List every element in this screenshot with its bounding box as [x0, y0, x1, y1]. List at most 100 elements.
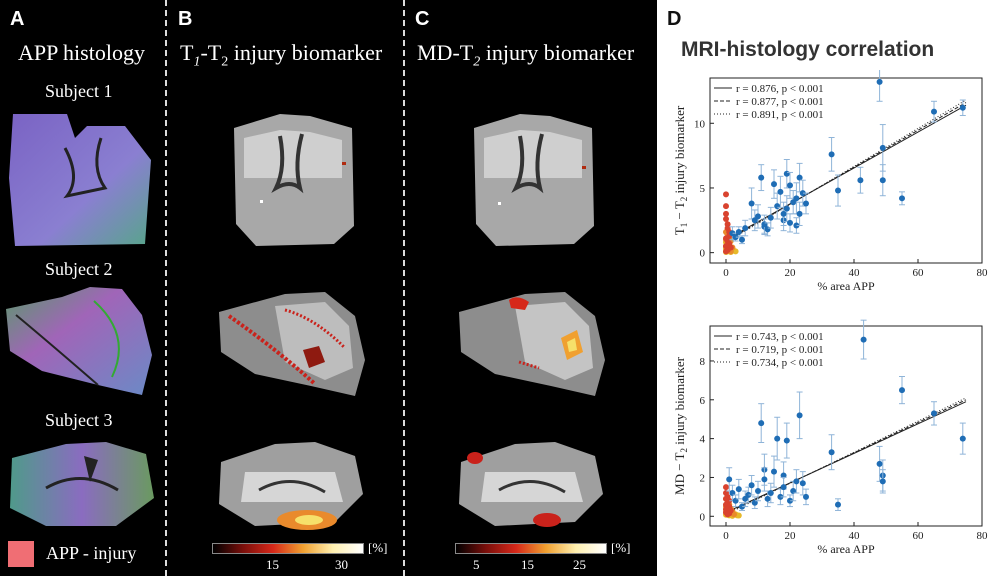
subject-1-label: Subject 1	[45, 81, 113, 101]
c2-x-tick-label: 80	[977, 530, 989, 542]
c1-x-tick-label: 40	[849, 267, 861, 279]
c1-red-point	[723, 191, 729, 198]
c2-blue-point	[787, 497, 793, 504]
panel-c-title: MD-T2 injury biomarker	[417, 40, 635, 70]
c1-blue-point	[742, 225, 749, 232]
c2-blue-point	[764, 495, 771, 502]
panel-letter-d: D	[667, 8, 682, 30]
c1-y-tick-label: 5	[700, 183, 706, 195]
c1-blue-point	[783, 170, 790, 177]
scatter-chart-t1t2: 0 20 40 60 80 0 5 10 % area APP T1 − T2 injury bi…	[672, 70, 988, 293]
c2-blue-point	[860, 336, 867, 343]
c1-blue-point	[787, 182, 793, 189]
c1-blue-point	[803, 200, 809, 207]
c1-legend-entry: r = 0.877, p < 0.001	[736, 96, 824, 108]
c1-blue-point	[783, 205, 790, 212]
c1-blue-point	[796, 210, 803, 217]
c2-x-tick-label: 20	[785, 530, 797, 542]
colorbar-b-tick-30: 30	[335, 557, 348, 572]
c1-blue-point	[931, 108, 937, 115]
colorbar-b-unit: [%]	[368, 540, 388, 555]
c2-blue-point	[739, 503, 745, 510]
c2-blue-point	[959, 435, 966, 442]
c1-blue-point	[748, 200, 755, 207]
c1-blue-point	[857, 177, 864, 184]
c2-y-tick-label: 4	[700, 434, 706, 446]
c1-red-point	[723, 203, 729, 210]
c2-blue-point	[828, 449, 835, 456]
mri-t1t2-subject-3	[219, 442, 363, 530]
panel-letter-a: A	[10, 8, 25, 30]
c1-blue-point	[761, 221, 768, 228]
scatter-chart-mdt2: 0 20 40 60 80 0 2 4 6 8 % area APP MD − T2 injury b…	[672, 319, 989, 556]
mri-t1t2-subject-1	[234, 114, 354, 246]
c2-blue-point	[774, 435, 781, 442]
c2-x-tick-label: 0	[723, 530, 729, 542]
colorbar-c-tick-25: 25	[573, 557, 586, 572]
c2-red-point	[723, 484, 729, 491]
colorbar-b-tick-15: 15	[266, 557, 279, 572]
panel-b-title: T1-T2 injury biomarker	[180, 40, 383, 70]
c1-blue-point	[764, 226, 771, 233]
c1-red-point	[723, 248, 729, 255]
c2-blue-point	[726, 476, 733, 483]
c2-x-tick-label: 40	[849, 530, 861, 542]
colorbar-c-tick-5: 5	[473, 557, 480, 572]
c1-blue-point	[777, 188, 784, 195]
c2-blue-point	[777, 493, 784, 500]
c2-yellow-point	[735, 512, 742, 519]
c2-blue-point	[803, 493, 809, 500]
c2-x-tick-label: 60	[913, 530, 925, 542]
c2-legend-entry: r = 0.743, p < 0.001	[736, 331, 824, 343]
c2-blue-point	[761, 476, 768, 483]
c2-red-point	[724, 511, 731, 518]
c1-blue-point	[767, 214, 774, 221]
c2-blue-point	[755, 488, 761, 495]
c1-blue-point	[828, 151, 835, 158]
c2-blue-point	[735, 486, 742, 493]
subject-2-label: Subject 2	[45, 259, 113, 279]
c1-red-point	[723, 216, 729, 223]
c1-blue-point	[835, 187, 841, 194]
c2-y-tick-label: 6	[700, 395, 706, 407]
c1-blue-point	[739, 236, 745, 243]
c1-blue-point	[755, 213, 761, 220]
histology-subject-3	[10, 442, 154, 526]
panel-letter-b: B	[178, 8, 193, 30]
mri-t1t2-subject-2	[219, 292, 365, 396]
c2-blue-point	[748, 482, 755, 489]
c1-blue-point	[774, 203, 781, 210]
histology-subject-1	[9, 114, 151, 246]
subject-3-label: Subject 3	[45, 410, 113, 430]
colorbar-b	[212, 543, 364, 554]
colorbar-c-tick-15: 15	[521, 557, 534, 572]
c2-blue-point	[783, 437, 790, 444]
c1-blue-point	[879, 177, 886, 184]
c1-x-axis-label: % area APP	[817, 279, 875, 293]
c1-x-tick-label: 0	[723, 267, 729, 279]
c2-blue-point	[745, 491, 752, 498]
c2-blue-point	[835, 501, 841, 508]
c1-y-tick-label: 0	[700, 248, 706, 260]
c2-y-tick-label: 8	[700, 356, 706, 368]
c1-blue-point	[735, 228, 742, 235]
c1-plot-frame	[709, 77, 983, 264]
colorbar-c-unit: [%]	[611, 540, 631, 555]
c2-blue-point	[899, 387, 905, 394]
c2-y-tick-label: 0	[700, 511, 706, 523]
c2-blue-point	[771, 468, 777, 475]
panel-a-title: APP histology	[18, 40, 145, 65]
c2-plot-frame	[709, 325, 983, 527]
histology-subject-2	[6, 287, 152, 395]
c2-blue-point	[879, 478, 886, 485]
c2-blue-point	[767, 489, 774, 496]
c1-legend-entry: r = 0.876, p < 0.001	[736, 83, 824, 95]
mri-mdt2-subject-2	[459, 292, 605, 396]
c1-blue-point	[758, 174, 765, 181]
c2-blue-point	[799, 480, 806, 487]
c1-blue-point	[793, 222, 800, 229]
c2-y-tick-label: 2	[700, 472, 706, 484]
panel-letter-c: C	[415, 8, 430, 30]
colorbar-c	[455, 543, 607, 554]
c2-legend-entry: r = 0.719, p < 0.001	[736, 344, 824, 356]
